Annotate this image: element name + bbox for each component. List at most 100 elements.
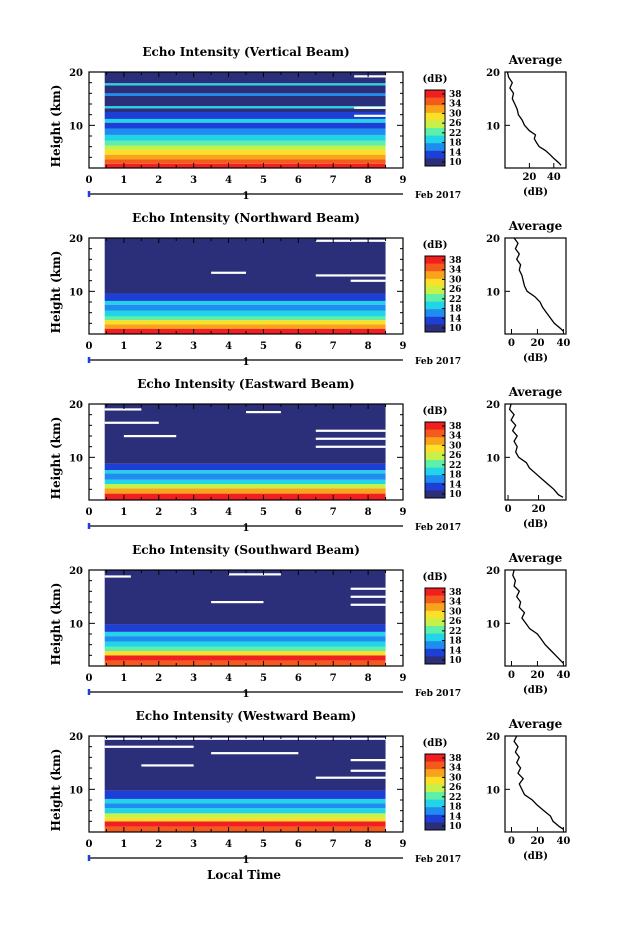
colorbar-tick-label: 38 <box>449 90 462 100</box>
colorbar-swatch <box>425 792 445 801</box>
colorbar-swatch <box>425 278 445 287</box>
data-gap <box>350 587 386 590</box>
x-tick-label: 1 <box>120 341 127 352</box>
x-tick-label: 0 <box>86 839 93 850</box>
average-x-tick-label: 20 <box>530 338 544 349</box>
y-tick-label: 20 <box>69 400 83 411</box>
colorbar-unit-label: (dB) <box>423 572 448 583</box>
average-frame <box>504 735 567 833</box>
average-frame <box>504 403 567 501</box>
heatmap-band <box>104 128 386 135</box>
colorbar-tick-label: 22 <box>449 295 462 305</box>
x-tick-label: 8 <box>365 175 372 186</box>
panel-title: Echo Intensity (Northward Beam) <box>132 211 360 225</box>
x-tick-label: 2 <box>155 673 162 684</box>
date-label: Feb 2017 <box>415 357 461 367</box>
x-tick-label: 3 <box>190 175 197 186</box>
x-tick-label: 4 <box>225 839 232 850</box>
colorbar-tick-label: 26 <box>449 783 462 793</box>
colorbar-swatch <box>425 641 445 650</box>
average-x-tick-label: 40 <box>556 670 570 681</box>
heatmap-band <box>104 108 386 112</box>
x-tick-label: 9 <box>400 341 407 352</box>
x-tick-label: 7 <box>330 341 337 352</box>
beam-panel-4: Echo Intensity (Southward Beam)0 1 2 3 4 5 6 7 8… <box>49 543 570 700</box>
average-title: Average <box>508 219 563 233</box>
colorbar-tick-label: 22 <box>449 129 462 139</box>
panels-layer: Echo Intensity (Vertical Beam)0 1 2 3 4 5 6 7 8 9… <box>49 45 570 866</box>
heatmap-band <box>104 790 386 799</box>
average-x-axis-title: (dB) <box>523 685 548 696</box>
y-axis-title: Height (km) <box>49 583 63 666</box>
heatmap-band <box>104 821 386 827</box>
colorbar-tick-label: 34 <box>449 266 462 276</box>
average-x-tick-label: 20 <box>530 836 544 847</box>
colorbar-swatch <box>425 467 445 476</box>
x-tick-label: 5 <box>260 839 267 850</box>
x-tick-label: 2 <box>155 839 162 850</box>
heatmap-band <box>104 72 386 84</box>
colorbar-tick-label: 22 <box>449 793 462 803</box>
x-tick-label: 3 <box>190 673 197 684</box>
colorbar-tick-label: 18 <box>449 637 462 647</box>
data-gap <box>315 429 386 432</box>
data-gap <box>104 745 194 748</box>
data-gap <box>350 759 386 762</box>
colorbar-swatch <box>425 482 445 491</box>
y-tick-label: 10 <box>69 453 83 464</box>
average-y-tick-label: 20 <box>486 566 500 577</box>
date-label: Feb 2017 <box>415 855 461 865</box>
heatmap-band <box>104 85 386 94</box>
heatmap-band <box>104 140 386 146</box>
colorbar-tick-label: 34 <box>449 432 462 442</box>
x-tick-label: 0 <box>86 507 93 518</box>
colorbar-tick-label: 30 <box>449 607 462 617</box>
data-gap <box>350 769 386 772</box>
average-profile-line <box>508 403 564 498</box>
colorbar-swatch <box>425 452 445 461</box>
x-tick-label: 5 <box>260 175 267 186</box>
colorbar-tick-label: 22 <box>449 627 462 637</box>
heatmap-band <box>104 463 386 471</box>
colorbar-tick-label: 10 <box>449 822 462 832</box>
heatmap-band <box>104 473 386 480</box>
heatmap-band <box>104 300 386 305</box>
y-tick-label: 20 <box>69 566 83 577</box>
colorbar-swatch <box>425 120 445 129</box>
colorbar-tick-label: 14 <box>449 646 462 656</box>
heatmap-band <box>104 813 386 818</box>
date-label: Feb 2017 <box>415 689 461 699</box>
average-title: Average <box>508 551 563 565</box>
data-gap <box>104 421 159 424</box>
x-tick-label: 9 <box>400 673 407 684</box>
average-profile-line <box>506 71 562 166</box>
colorbar-unit-label: (dB) <box>423 74 448 85</box>
data-gap <box>350 595 386 598</box>
heatmap-band <box>104 488 386 494</box>
data-gap <box>315 445 386 448</box>
panel-title: Echo Intensity (Vertical Beam) <box>142 45 349 59</box>
x-tick-label: 7 <box>330 673 337 684</box>
colorbar-tick-label: 30 <box>449 773 462 783</box>
x-tick-label: 2 <box>155 175 162 186</box>
x-tick-label: 4 <box>225 175 232 186</box>
heatmap-band <box>104 826 386 832</box>
heatmap-band <box>104 479 386 484</box>
heatmap-band <box>104 316 386 321</box>
x-tick-label: 2 <box>155 341 162 352</box>
heatmap-band <box>104 304 386 311</box>
colorbar-tick-label: 14 <box>449 314 462 324</box>
heatmap-band <box>104 798 386 804</box>
day-label: 1 <box>243 191 250 202</box>
heatmap-band <box>104 736 386 791</box>
colorbar-swatch <box>425 437 445 446</box>
data-gap <box>104 737 386 740</box>
average-y-tick-label: 10 <box>486 619 500 630</box>
colorbar-swatch <box>425 150 445 159</box>
colorbar-frame <box>424 421 446 499</box>
colorbar-swatch <box>425 799 445 808</box>
colorbar-tick-label: 34 <box>449 100 462 110</box>
colorbar-tick-label: 10 <box>449 324 462 334</box>
colorbar-swatch <box>425 143 445 152</box>
